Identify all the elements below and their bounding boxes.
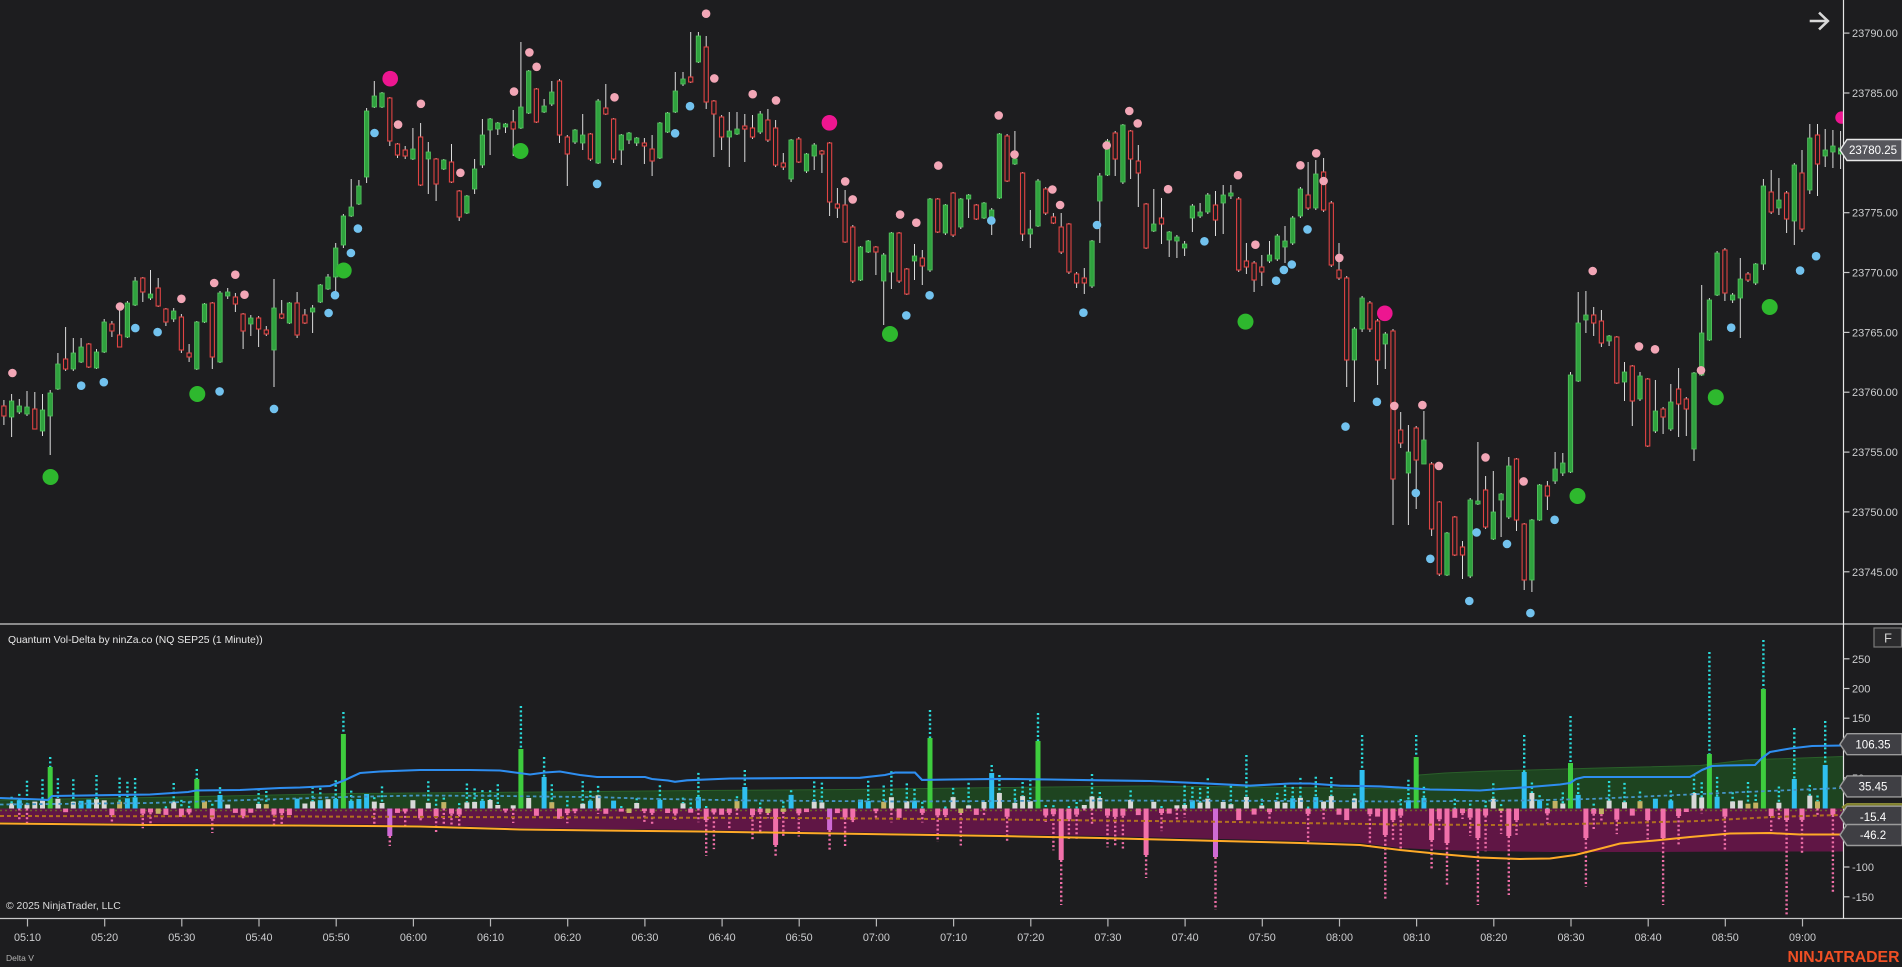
svg-text:08:40: 08:40 xyxy=(1635,932,1662,944)
svg-text:-15.4: -15.4 xyxy=(1860,812,1887,824)
svg-text:06:40: 06:40 xyxy=(709,932,736,944)
svg-text:Delta V: Delta V xyxy=(6,953,34,963)
svg-text:-150: -150 xyxy=(1852,892,1874,904)
svg-text:07:40: 07:40 xyxy=(1172,932,1199,944)
svg-text:09:00: 09:00 xyxy=(1789,932,1816,944)
svg-text:06:00: 06:00 xyxy=(400,932,427,944)
svg-text:05:30: 05:30 xyxy=(168,932,195,944)
svg-text:250: 250 xyxy=(1852,654,1870,666)
svg-text:05:20: 05:20 xyxy=(91,932,118,944)
svg-text:23785.00: 23785.00 xyxy=(1852,88,1898,100)
svg-text:06:50: 06:50 xyxy=(786,932,813,944)
svg-text:106.35: 106.35 xyxy=(1855,739,1890,751)
svg-text:07:20: 07:20 xyxy=(1017,932,1044,944)
svg-text:-100: -100 xyxy=(1852,862,1874,874)
svg-text:23775.00: 23775.00 xyxy=(1852,208,1898,220)
svg-text:-46.2: -46.2 xyxy=(1860,830,1886,842)
svg-text:08:50: 08:50 xyxy=(1712,932,1739,944)
svg-text:© 2025 NinjaTrader, LLC: © 2025 NinjaTrader, LLC xyxy=(6,901,121,912)
svg-text:23780.25: 23780.25 xyxy=(1849,145,1897,157)
svg-text:23745.00: 23745.00 xyxy=(1852,567,1898,579)
svg-text:05:10: 05:10 xyxy=(14,932,41,944)
svg-text:05:40: 05:40 xyxy=(245,932,272,944)
svg-text:07:50: 07:50 xyxy=(1249,932,1276,944)
svg-text:23790.00: 23790.00 xyxy=(1852,28,1898,40)
svg-text:06:20: 06:20 xyxy=(554,932,581,944)
svg-text:07:30: 07:30 xyxy=(1094,932,1121,944)
svg-text:23755.00: 23755.00 xyxy=(1852,447,1898,459)
svg-text:07:10: 07:10 xyxy=(940,932,967,944)
svg-text:200: 200 xyxy=(1852,684,1870,696)
svg-text:05:50: 05:50 xyxy=(323,932,350,944)
svg-text:23765.00: 23765.00 xyxy=(1852,327,1898,339)
svg-text:08:20: 08:20 xyxy=(1480,932,1507,944)
svg-text:35.45: 35.45 xyxy=(1859,782,1888,794)
svg-text:08:00: 08:00 xyxy=(1326,932,1353,944)
svg-text:06:30: 06:30 xyxy=(631,932,658,944)
svg-text:150: 150 xyxy=(1852,713,1870,725)
svg-text:06:10: 06:10 xyxy=(477,932,504,944)
svg-text:08:30: 08:30 xyxy=(1557,932,1584,944)
svg-text:23750.00: 23750.00 xyxy=(1852,507,1898,519)
svg-text:23760.00: 23760.00 xyxy=(1852,387,1898,399)
svg-text:07:00: 07:00 xyxy=(863,932,890,944)
svg-text:23770.00: 23770.00 xyxy=(1852,268,1898,280)
svg-text:08:10: 08:10 xyxy=(1403,932,1430,944)
svg-text:F: F xyxy=(1884,631,1892,646)
svg-text:Quantum Vol-Delta by ninZa.co: Quantum Vol-Delta by ninZa.co (NQ SEP25 … xyxy=(8,635,263,646)
svg-text:NINJATRADER: NINJATRADER xyxy=(1787,949,1900,966)
